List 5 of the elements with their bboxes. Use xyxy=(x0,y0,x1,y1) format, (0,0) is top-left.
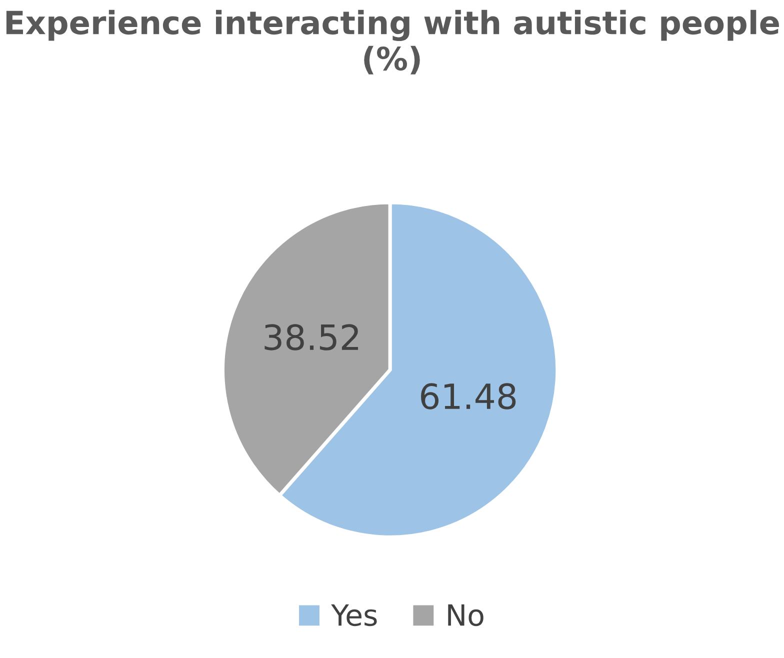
legend-label: Yes xyxy=(331,604,377,626)
data-label: 61.48 xyxy=(421,383,516,410)
legend-label: No xyxy=(448,604,484,626)
data-label: 38.52 xyxy=(264,324,358,350)
chart-title: Experience interacting with autistic people (%) xyxy=(6,10,779,74)
